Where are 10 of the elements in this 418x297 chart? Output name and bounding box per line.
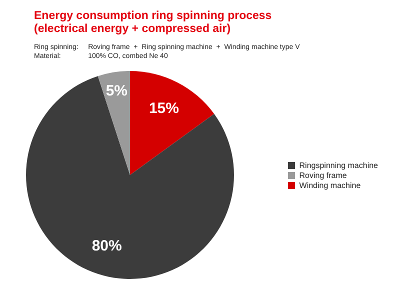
legend-label: Ringspinning machine xyxy=(299,161,378,170)
chart-title: Energy consumption ring spinning process (electrical energy + compressed air) xyxy=(34,10,272,36)
data-label: 15% xyxy=(148,100,180,117)
pie-slice xyxy=(26,76,234,279)
data-label: 5% xyxy=(106,82,128,100)
pie-slice xyxy=(130,71,214,175)
legend-label: Winding machine xyxy=(299,181,361,190)
pie-slice xyxy=(98,71,130,175)
legend-label: Roving frame xyxy=(299,171,347,180)
data-label: 80% xyxy=(92,238,122,255)
